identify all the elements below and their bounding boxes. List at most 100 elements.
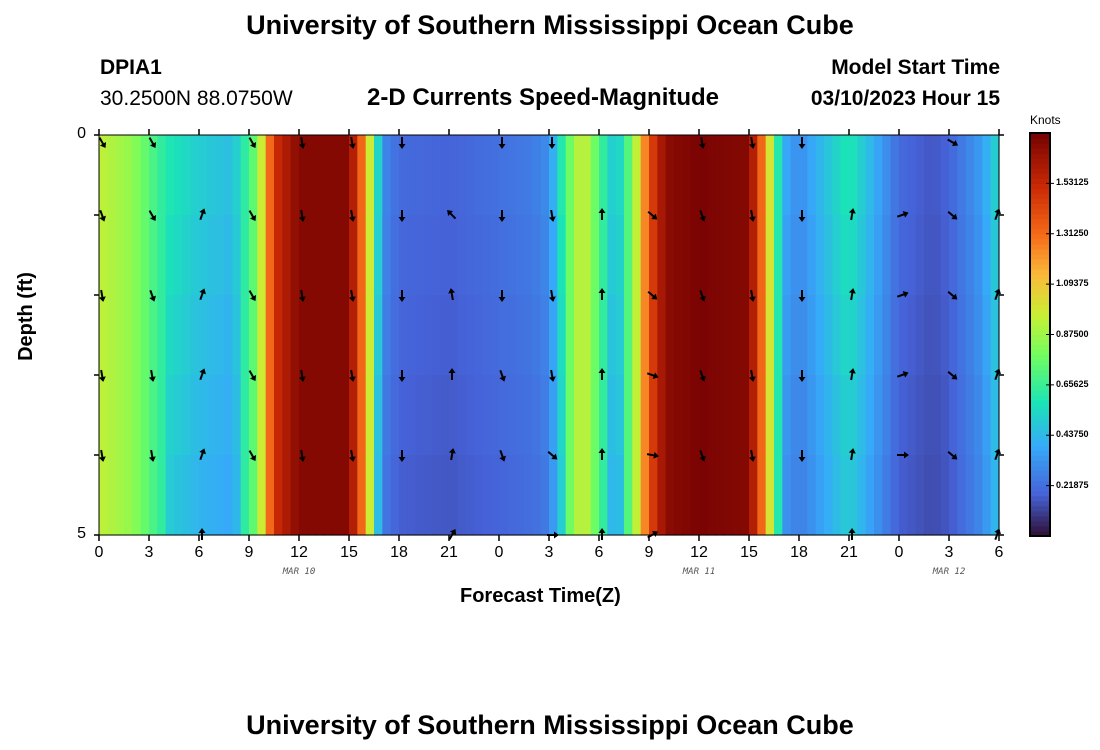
heatmap-cell (182, 375, 192, 456)
colorbar-segment (1030, 294, 1050, 300)
heatmap-cell (224, 295, 233, 376)
current-vector-arrow (896, 291, 909, 298)
heatmap-cell (649, 215, 658, 296)
heatmap-cell (724, 295, 733, 376)
heatmap-cell (457, 375, 467, 456)
heatmap-cell (674, 135, 683, 216)
current-vector-arrow (498, 210, 506, 222)
heatmap-cell (532, 295, 542, 376)
heatmap-cell (549, 455, 558, 536)
heatmap-cell (557, 135, 567, 216)
current-vector-arrow (548, 289, 556, 302)
heatmap-cell (790, 295, 800, 376)
heatmap-cell (432, 135, 442, 216)
heatmap-cell (574, 295, 583, 376)
colorbar-segment (1030, 505, 1050, 512)
heatmap-cell (549, 135, 558, 216)
heatmap-cell (524, 135, 533, 216)
heatmap-cell (849, 375, 858, 456)
current-vector-arrow (699, 289, 706, 302)
heatmap-cell (674, 295, 683, 376)
heatmap-cell (640, 215, 650, 296)
heatmap-cell (882, 375, 892, 456)
heatmap-cell (865, 295, 875, 376)
heatmap-cell (407, 215, 417, 296)
heatmap-cell (590, 215, 600, 296)
heatmap-cell (490, 295, 500, 376)
heatmap-cell (899, 375, 908, 456)
heatmap-cell (674, 215, 683, 296)
heatmap-cell (824, 455, 833, 536)
heatmap-cell (682, 135, 692, 216)
current-vector-arrow (447, 210, 457, 220)
heatmap-cell (299, 455, 308, 536)
heatmap-cell (99, 375, 108, 456)
heatmap-cell (699, 215, 708, 296)
heatmap-cell (99, 295, 108, 376)
heatmap-cell (932, 135, 942, 216)
heatmap-cell (882, 215, 892, 296)
colorbar-segment (1030, 420, 1050, 426)
heatmap-cell (990, 455, 1000, 536)
heatmap-cell (415, 215, 425, 296)
y-tick-label: 0 (77, 125, 86, 142)
heatmap-cell (874, 135, 883, 216)
heatmap-cell (199, 295, 208, 376)
colorbar-segment (1030, 425, 1050, 431)
heatmap-cell (549, 295, 558, 376)
heatmap-cell (349, 375, 358, 456)
colorbar-tick-label: 1.09375 (1056, 278, 1089, 289)
colorbar-segment (1030, 495, 1050, 502)
heatmap-cell (832, 135, 842, 216)
heatmap-cell (740, 215, 750, 296)
colorbar-segment (1030, 133, 1050, 139)
heatmap-cell (965, 295, 975, 376)
heatmap-cell (274, 215, 283, 296)
heatmap-cell (349, 135, 358, 216)
heatmap-cell (740, 455, 750, 536)
colorbar-segment (1030, 248, 1050, 255)
heatmap-cell (774, 375, 783, 456)
heatmap-cell (657, 375, 667, 456)
colorbar-segment (1030, 405, 1050, 411)
heatmap-cell (474, 375, 483, 456)
heatmap-cell (115, 455, 125, 536)
heatmap-cell (190, 375, 200, 456)
heatmap-cell (915, 135, 925, 216)
colorbar-segment (1030, 349, 1050, 356)
heatmap-cell (749, 375, 758, 456)
heatmap-cell (982, 215, 992, 296)
heatmap-cell (857, 375, 867, 456)
heatmap-cell (857, 215, 867, 296)
colorbar-segment (1030, 213, 1050, 220)
heatmap-cell (815, 295, 825, 376)
heatmap-cell (757, 455, 767, 536)
heatmap-cell (232, 375, 242, 456)
heatmap-cell (590, 375, 600, 456)
heatmap-cell (490, 215, 500, 296)
heatmap-cell (174, 135, 183, 216)
current-vector-arrow (699, 369, 706, 382)
heatmap-cell (665, 455, 675, 536)
colorbar-segment (1030, 359, 1050, 366)
current-vector-arrow (994, 448, 1001, 461)
heatmap-cell (682, 295, 692, 376)
heatmap-cell (307, 135, 317, 216)
heatmap-cell (807, 295, 817, 376)
heatmap-cell (932, 375, 942, 456)
current-vector-arrow (448, 368, 456, 380)
heatmap-cell (974, 295, 983, 376)
heatmap-cell (132, 375, 142, 456)
current-vector-arrow (848, 288, 856, 301)
heatmap-cell (749, 135, 758, 216)
colorbar-segment (1030, 415, 1050, 421)
heatmap-cell (965, 375, 975, 456)
heatmap-cell (390, 455, 400, 536)
heatmap-cell (549, 375, 558, 456)
colorbar-segment (1030, 510, 1050, 517)
heatmap-cell (890, 295, 900, 376)
heatmap-cell (782, 215, 792, 296)
heatmap-cell (390, 295, 400, 376)
heatmap-cell (224, 215, 233, 296)
